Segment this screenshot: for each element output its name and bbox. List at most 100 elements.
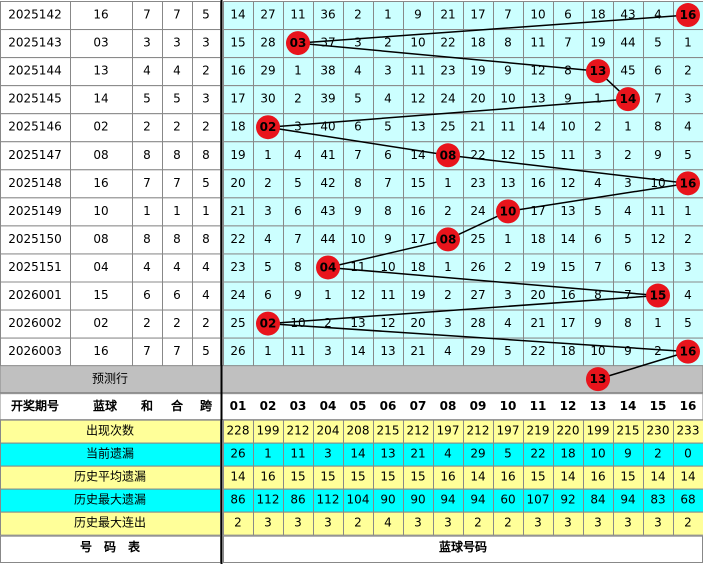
omission: 11 xyxy=(560,148,575,162)
ball-number: 02 xyxy=(260,317,277,331)
omission: 10 xyxy=(560,120,575,134)
span: 3 xyxy=(202,92,210,106)
cell xyxy=(162,85,193,115)
omission: 44 xyxy=(620,36,635,50)
stat-value: 204 xyxy=(317,424,340,438)
cell xyxy=(583,29,614,59)
cell xyxy=(70,309,133,339)
omission: 7 xyxy=(504,8,512,22)
omission: 12 xyxy=(560,176,575,190)
omission: 8 xyxy=(384,204,392,218)
ball xyxy=(676,339,700,364)
omission: 9 xyxy=(624,344,632,358)
omission: 14 xyxy=(530,120,545,134)
period: 2025144 xyxy=(8,64,61,78)
header-left: 跨 xyxy=(200,399,213,413)
omission: 8 xyxy=(654,120,662,134)
stat-value: 3 xyxy=(654,516,662,530)
cell xyxy=(70,85,133,115)
span: 2 xyxy=(202,316,210,330)
cell xyxy=(643,29,674,59)
omission: 2 xyxy=(624,148,632,162)
omission: 9 xyxy=(414,8,422,22)
omission: 3 xyxy=(354,36,362,50)
omission: 14 xyxy=(560,232,575,246)
cell xyxy=(433,197,464,227)
cell xyxy=(132,253,163,283)
cell xyxy=(0,29,71,59)
cell xyxy=(523,253,554,283)
period: 2025142 xyxy=(8,8,61,22)
cell xyxy=(553,225,584,255)
omission: 44 xyxy=(320,232,335,246)
omission: 3 xyxy=(384,64,392,78)
stat-value: 2 xyxy=(354,516,362,530)
omission: 11 xyxy=(500,120,515,134)
omission: 15 xyxy=(410,176,425,190)
omission: 1 xyxy=(294,64,302,78)
header-number: 15 xyxy=(650,399,667,413)
stat-value: 3 xyxy=(414,516,422,530)
omission: 3 xyxy=(324,344,332,358)
cell xyxy=(523,169,554,199)
omission: 4 xyxy=(624,204,632,218)
cell xyxy=(223,85,254,115)
blue-ball: 10 xyxy=(93,204,108,218)
cell xyxy=(613,197,644,227)
cell xyxy=(493,141,524,171)
omission: 5 xyxy=(264,260,272,274)
omission: 3 xyxy=(264,204,272,218)
omission: 1 xyxy=(444,260,452,274)
omission: 1 xyxy=(324,288,332,302)
span: 4 xyxy=(202,288,210,302)
blue-ball: 15 xyxy=(93,288,108,302)
cell xyxy=(343,337,374,367)
stat-value: 15 xyxy=(350,470,365,484)
sum: 3 xyxy=(143,36,151,50)
omission: 16 xyxy=(410,204,425,218)
cell xyxy=(373,57,404,87)
stat-value: 5 xyxy=(504,447,512,461)
blue-ball: 08 xyxy=(93,232,108,246)
cell xyxy=(343,197,374,227)
stat-label: 历史最大连出 xyxy=(74,515,146,530)
cell xyxy=(463,57,494,87)
cell xyxy=(373,225,404,255)
cell xyxy=(673,29,703,59)
omission: 11 xyxy=(290,344,305,358)
ball xyxy=(286,31,310,56)
omission: 14 xyxy=(350,344,365,358)
ball xyxy=(496,199,520,224)
cell xyxy=(403,197,434,227)
omission: 17 xyxy=(410,232,425,246)
cell xyxy=(583,253,614,283)
omission: 19 xyxy=(470,64,485,78)
cell xyxy=(643,169,674,199)
omission: 1 xyxy=(444,176,452,190)
ball-number: 04 xyxy=(320,260,337,274)
cell xyxy=(643,225,674,255)
cell xyxy=(70,113,133,143)
cell xyxy=(493,225,524,255)
footer-left: 号 码 表 xyxy=(80,539,141,554)
period: 2025151 xyxy=(8,260,61,274)
omission: 6 xyxy=(264,288,272,302)
omission: 5 xyxy=(354,92,362,106)
stat-value: 4 xyxy=(444,447,452,461)
cell xyxy=(553,141,584,171)
omission: 13 xyxy=(530,92,545,106)
cell xyxy=(463,113,494,143)
blue-ball: 14 xyxy=(93,92,108,106)
stat-value: 90 xyxy=(380,493,395,507)
omission: 4 xyxy=(684,120,692,134)
cell xyxy=(643,337,674,367)
he: 5 xyxy=(173,92,181,106)
stat-value: 220 xyxy=(557,424,580,438)
sum: 5 xyxy=(143,92,151,106)
stat-value: 68 xyxy=(680,493,695,507)
cell xyxy=(583,169,614,199)
omission: 28 xyxy=(470,316,485,330)
omission: 6 xyxy=(624,260,632,274)
omission: 24 xyxy=(470,204,485,218)
sum: 8 xyxy=(143,148,151,162)
